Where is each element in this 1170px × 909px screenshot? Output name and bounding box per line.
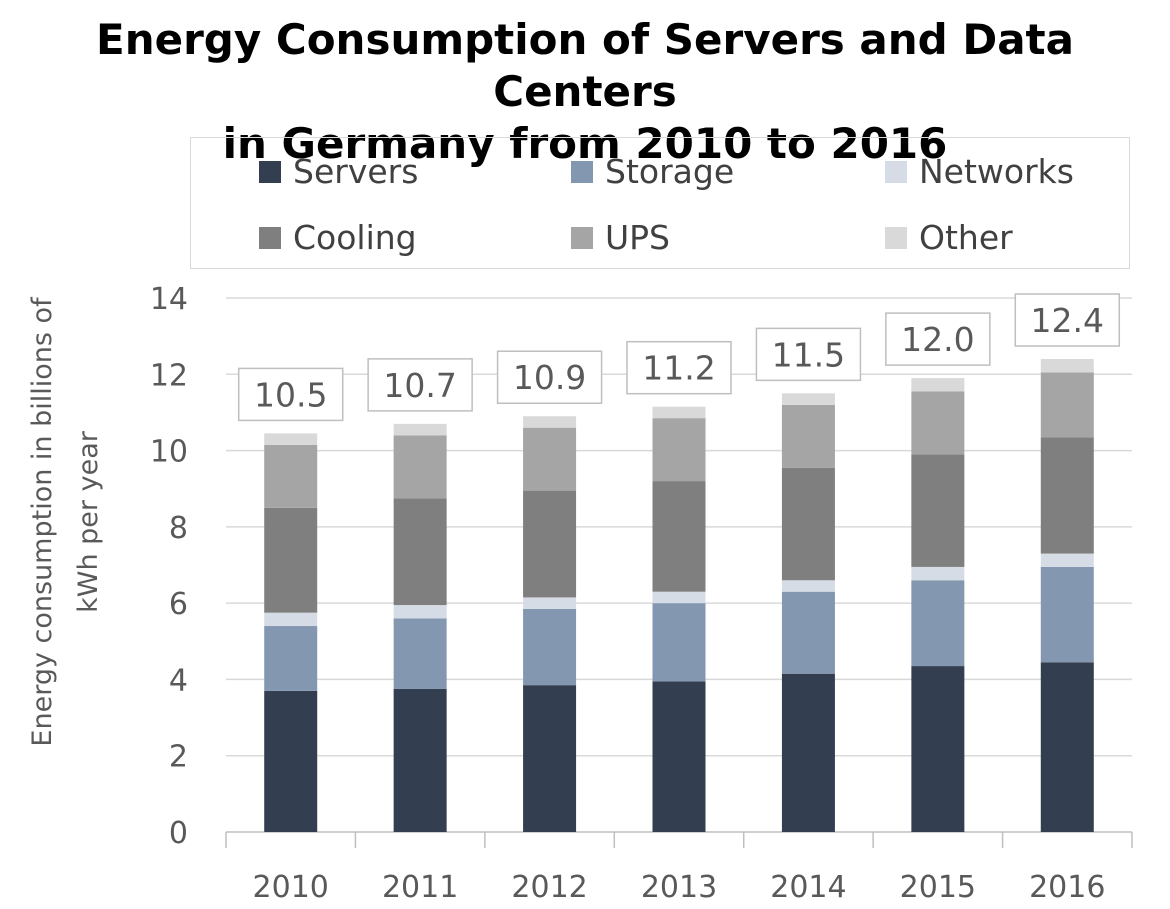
total-label-2012: 10.9 <box>513 358 586 397</box>
bar-other-2010 <box>264 433 318 445</box>
legend-item-cooling: Cooling <box>259 218 417 257</box>
total-label-box-2011 <box>367 358 473 412</box>
total-label-box-2016 <box>1014 293 1121 347</box>
chart-title-line-1: Energy Consumption of Servers and Data C… <box>96 15 1074 116</box>
y-tick-label-4: 4 <box>169 663 188 698</box>
bar-ups-2014 <box>781 404 835 468</box>
bar-servers-2014 <box>781 673 835 832</box>
legend-swatch-ups <box>571 226 593 249</box>
x-tick-label-2016: 2016 <box>1029 870 1105 905</box>
bar-cooling-2010 <box>264 507 318 613</box>
bar-storage-2012 <box>523 608 577 686</box>
total-label-box-2012 <box>496 350 603 404</box>
bar-cooling-2015 <box>911 454 965 567</box>
bar-ups-2015 <box>911 391 965 455</box>
bar-storage-2010 <box>264 626 318 691</box>
bar-other-2016 <box>1040 359 1094 373</box>
bar-storage-2015 <box>911 580 965 667</box>
bar-servers-2016 <box>1040 662 1094 832</box>
bar-networks-2013 <box>652 591 706 604</box>
bar-storage-2014 <box>781 591 835 674</box>
total-label-2011: 10.7 <box>383 366 456 405</box>
bar-networks-2012 <box>523 597 577 609</box>
y-tick-label-12: 12 <box>150 358 188 393</box>
legend-label-cooling: Cooling <box>293 218 417 257</box>
bar-ups-2012 <box>523 427 577 491</box>
y-tick-label-0: 0 <box>169 816 188 851</box>
legend-swatch-other <box>885 226 907 249</box>
x-tick-label-2015: 2015 <box>900 870 976 905</box>
total-label-box-2015 <box>885 312 991 366</box>
bar-ups-2013 <box>652 418 706 482</box>
bar-ups-2011 <box>393 435 447 499</box>
total-label-2016: 12.4 <box>1031 301 1104 340</box>
y-tick-label-10: 10 <box>150 435 188 470</box>
legend-item-ups: UPS <box>571 218 670 257</box>
legend-swatch-storage <box>571 160 593 183</box>
legend-label-other: Other <box>919 218 1013 257</box>
legend-item-servers: Servers <box>259 152 418 191</box>
y-tick-label-6: 6 <box>169 587 188 622</box>
legend-swatch-networks <box>885 160 907 183</box>
bar-other-2013 <box>652 406 706 419</box>
legend-label-storage: Storage <box>605 152 735 191</box>
bar-networks-2016 <box>1040 553 1094 567</box>
bar-other-2012 <box>523 416 577 428</box>
legend-item-networks: Networks <box>885 152 1074 191</box>
legend-item-storage: Storage <box>571 152 734 191</box>
bar-storage-2013 <box>652 603 706 682</box>
bar-networks-2015 <box>911 566 965 581</box>
bar-servers-2013 <box>652 681 706 832</box>
x-tick-label-2010: 2010 <box>253 870 329 905</box>
legend-label-networks: Networks <box>919 152 1074 191</box>
legend-label-ups: UPS <box>605 218 671 257</box>
total-label-box-2014 <box>755 327 862 382</box>
bar-other-2015 <box>911 378 965 392</box>
bar-storage-2016 <box>1040 566 1094 663</box>
chart-title: Energy Consumption of Servers and Data C… <box>0 14 1170 170</box>
bar-networks-2010 <box>264 612 318 627</box>
legend-item-other: Other <box>885 218 1013 257</box>
bar-cooling-2011 <box>393 498 447 606</box>
y-tick-label-2: 2 <box>169 740 188 775</box>
legend-swatch-servers <box>259 160 281 183</box>
total-label-2014: 11.5 <box>772 335 845 374</box>
x-tick-label-2012: 2012 <box>511 870 587 905</box>
bar-servers-2010 <box>264 690 318 832</box>
bar-other-2011 <box>393 423 447 436</box>
chart-title-line-2: in Germany from 2010 to 2016 <box>222 119 948 168</box>
bar-cooling-2013 <box>652 481 706 592</box>
bar-servers-2012 <box>523 685 577 832</box>
total-label-box-2013 <box>626 340 732 395</box>
bar-storage-2011 <box>393 618 447 689</box>
legend-label-servers: Servers <box>293 152 419 191</box>
bar-other-2014 <box>781 393 835 405</box>
total-label-2015: 12.0 <box>901 320 974 359</box>
x-tick-label-2011: 2011 <box>382 870 458 905</box>
bar-ups-2016 <box>1040 372 1094 438</box>
bar-cooling-2014 <box>781 467 835 581</box>
total-label-box-2010 <box>237 367 344 422</box>
total-label-2013: 11.2 <box>642 349 715 388</box>
bar-networks-2014 <box>781 580 835 592</box>
total-label-2010: 10.5 <box>254 375 327 414</box>
bar-servers-2015 <box>911 666 965 832</box>
bar-servers-2011 <box>393 688 447 832</box>
x-tick-label-2014: 2014 <box>770 870 846 905</box>
bar-networks-2011 <box>393 605 447 619</box>
legend-swatch-cooling <box>259 226 281 249</box>
bar-ups-2010 <box>264 444 318 508</box>
y-tick-label-8: 8 <box>169 511 188 546</box>
bar-cooling-2016 <box>1040 437 1094 554</box>
chart-legend: Servers Storage Networks Cooling UPS Oth… <box>190 137 1130 269</box>
bar-cooling-2012 <box>523 490 577 598</box>
y-tick-label-14: 14 <box>150 282 188 317</box>
x-tick-label-2013: 2013 <box>641 870 717 905</box>
